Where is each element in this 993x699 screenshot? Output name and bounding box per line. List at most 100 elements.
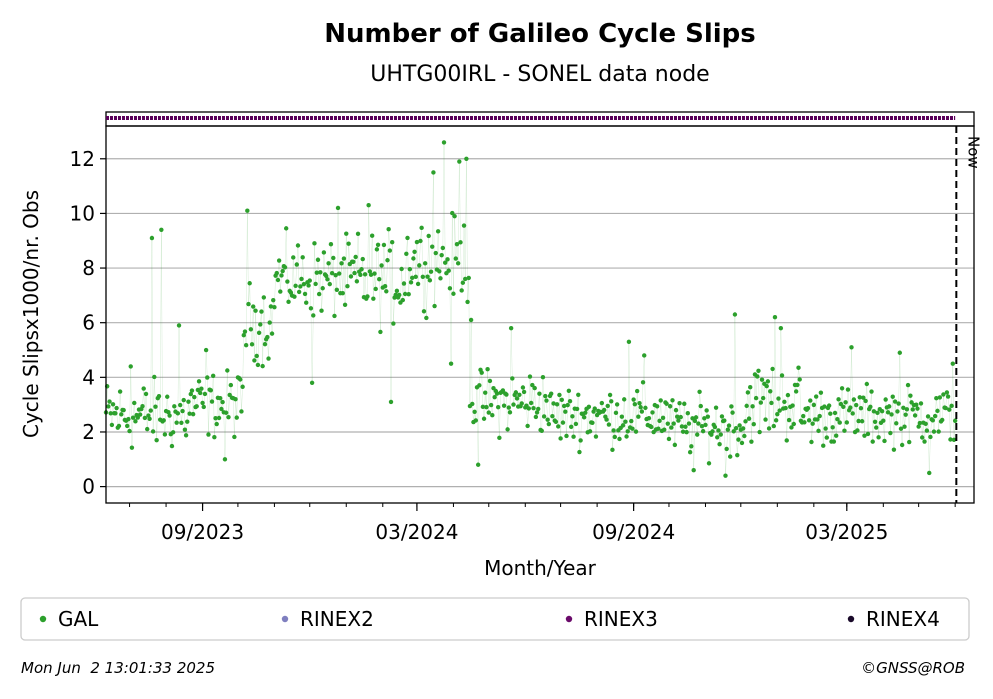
gal-point bbox=[486, 410, 491, 415]
gal-point bbox=[944, 390, 950, 395]
gal-point bbox=[775, 411, 780, 417]
gal-connector bbox=[773, 317, 776, 427]
gal-point bbox=[527, 374, 533, 379]
gal-point bbox=[619, 414, 625, 419]
gal-connector bbox=[693, 420, 696, 471]
gal-point bbox=[718, 432, 723, 437]
gal-point bbox=[381, 242, 387, 248]
gal-point bbox=[766, 426, 772, 431]
gal-point bbox=[189, 388, 195, 393]
gal-connector bbox=[318, 272, 321, 295]
gal-point bbox=[763, 417, 768, 422]
gal-connector bbox=[391, 242, 394, 324]
x-axis: 09/2023 03/2024 09/2024 03/2025 bbox=[129, 503, 956, 544]
gal-point bbox=[258, 322, 263, 327]
gal-point bbox=[470, 401, 475, 407]
gal-connector bbox=[586, 408, 588, 433]
gal-point bbox=[137, 412, 143, 417]
gal-point bbox=[937, 395, 943, 400]
gal-point bbox=[791, 421, 797, 427]
gal-point bbox=[128, 364, 133, 369]
gal-point bbox=[348, 274, 354, 279]
gal-connector bbox=[241, 386, 243, 412]
gal-connector bbox=[379, 279, 381, 332]
gal-point bbox=[842, 428, 847, 433]
gal-point bbox=[430, 244, 435, 249]
gal-point bbox=[397, 292, 402, 298]
gal-point bbox=[541, 414, 547, 419]
gal-point bbox=[916, 424, 921, 429]
gal-point bbox=[249, 342, 255, 347]
gal-point bbox=[722, 418, 727, 423]
gal-point bbox=[784, 438, 789, 443]
gal-connector bbox=[818, 416, 820, 431]
gal-connector bbox=[653, 405, 656, 433]
gal-connector bbox=[337, 207, 340, 274]
gal-connector bbox=[207, 377, 209, 435]
gal-point bbox=[328, 242, 334, 247]
legend-marker bbox=[39, 615, 47, 623]
gal-point bbox=[730, 410, 735, 415]
gal-point bbox=[369, 233, 375, 238]
gal-connector bbox=[612, 430, 614, 450]
gal-point bbox=[855, 428, 860, 433]
gal-point bbox=[375, 242, 381, 247]
gal-connector bbox=[400, 268, 402, 303]
gal-point bbox=[274, 270, 279, 276]
gal-connector bbox=[442, 142, 445, 248]
gal-point bbox=[742, 433, 747, 439]
gal-point bbox=[300, 255, 305, 260]
gal-point bbox=[405, 235, 410, 241]
gal-connector bbox=[402, 283, 405, 301]
gal-point bbox=[368, 272, 374, 277]
gal-connector bbox=[759, 402, 762, 433]
gal-connector bbox=[850, 347, 852, 408]
gal-point bbox=[537, 391, 542, 396]
gal-point bbox=[643, 405, 648, 411]
gal-connector bbox=[245, 210, 248, 346]
gal-connector bbox=[559, 394, 561, 439]
gal-connector bbox=[746, 392, 749, 406]
gal-point bbox=[706, 461, 712, 466]
gal-connector bbox=[477, 385, 480, 465]
gal-connector bbox=[457, 161, 460, 264]
gal-connector bbox=[655, 406, 658, 430]
gal-point bbox=[638, 405, 643, 410]
gal-point bbox=[891, 447, 897, 452]
gal-point bbox=[119, 412, 124, 417]
gal-point bbox=[133, 419, 138, 424]
gal-connector bbox=[489, 380, 492, 406]
gal-point bbox=[265, 334, 270, 340]
gal-point bbox=[252, 358, 257, 363]
gal-point bbox=[888, 430, 893, 436]
chart-title: Number of Galileo Cycle Slips bbox=[324, 19, 756, 49]
gal-point bbox=[636, 414, 641, 419]
plot-frame bbox=[105, 125, 975, 504]
gal-connector bbox=[864, 400, 866, 436]
gal-point bbox=[772, 315, 778, 320]
gal-point bbox=[295, 243, 301, 248]
gal-point bbox=[865, 431, 871, 437]
gal-connector bbox=[270, 306, 273, 334]
gal-point bbox=[677, 400, 682, 406]
gal-connector bbox=[224, 412, 227, 460]
gal-point bbox=[240, 384, 245, 389]
gal-point bbox=[770, 366, 775, 372]
gal-connector bbox=[708, 433, 711, 464]
gal-point bbox=[159, 227, 164, 233]
gal-point bbox=[167, 413, 172, 418]
y-axis-label: Cycle Slipsx1000/nr. Obs bbox=[19, 190, 43, 438]
gal-point bbox=[333, 273, 338, 278]
gal-connector bbox=[728, 425, 731, 457]
gal-point bbox=[902, 424, 907, 429]
gal-point bbox=[483, 390, 488, 395]
gal-point bbox=[320, 286, 325, 291]
gal-point bbox=[665, 421, 670, 426]
gal-connector bbox=[423, 263, 426, 312]
gal-connector bbox=[178, 325, 181, 406]
gal-connector bbox=[111, 404, 114, 425]
gal-point bbox=[554, 402, 560, 407]
gal-connector bbox=[467, 277, 469, 302]
gal-connector bbox=[550, 393, 553, 417]
gal-point bbox=[548, 391, 554, 396]
